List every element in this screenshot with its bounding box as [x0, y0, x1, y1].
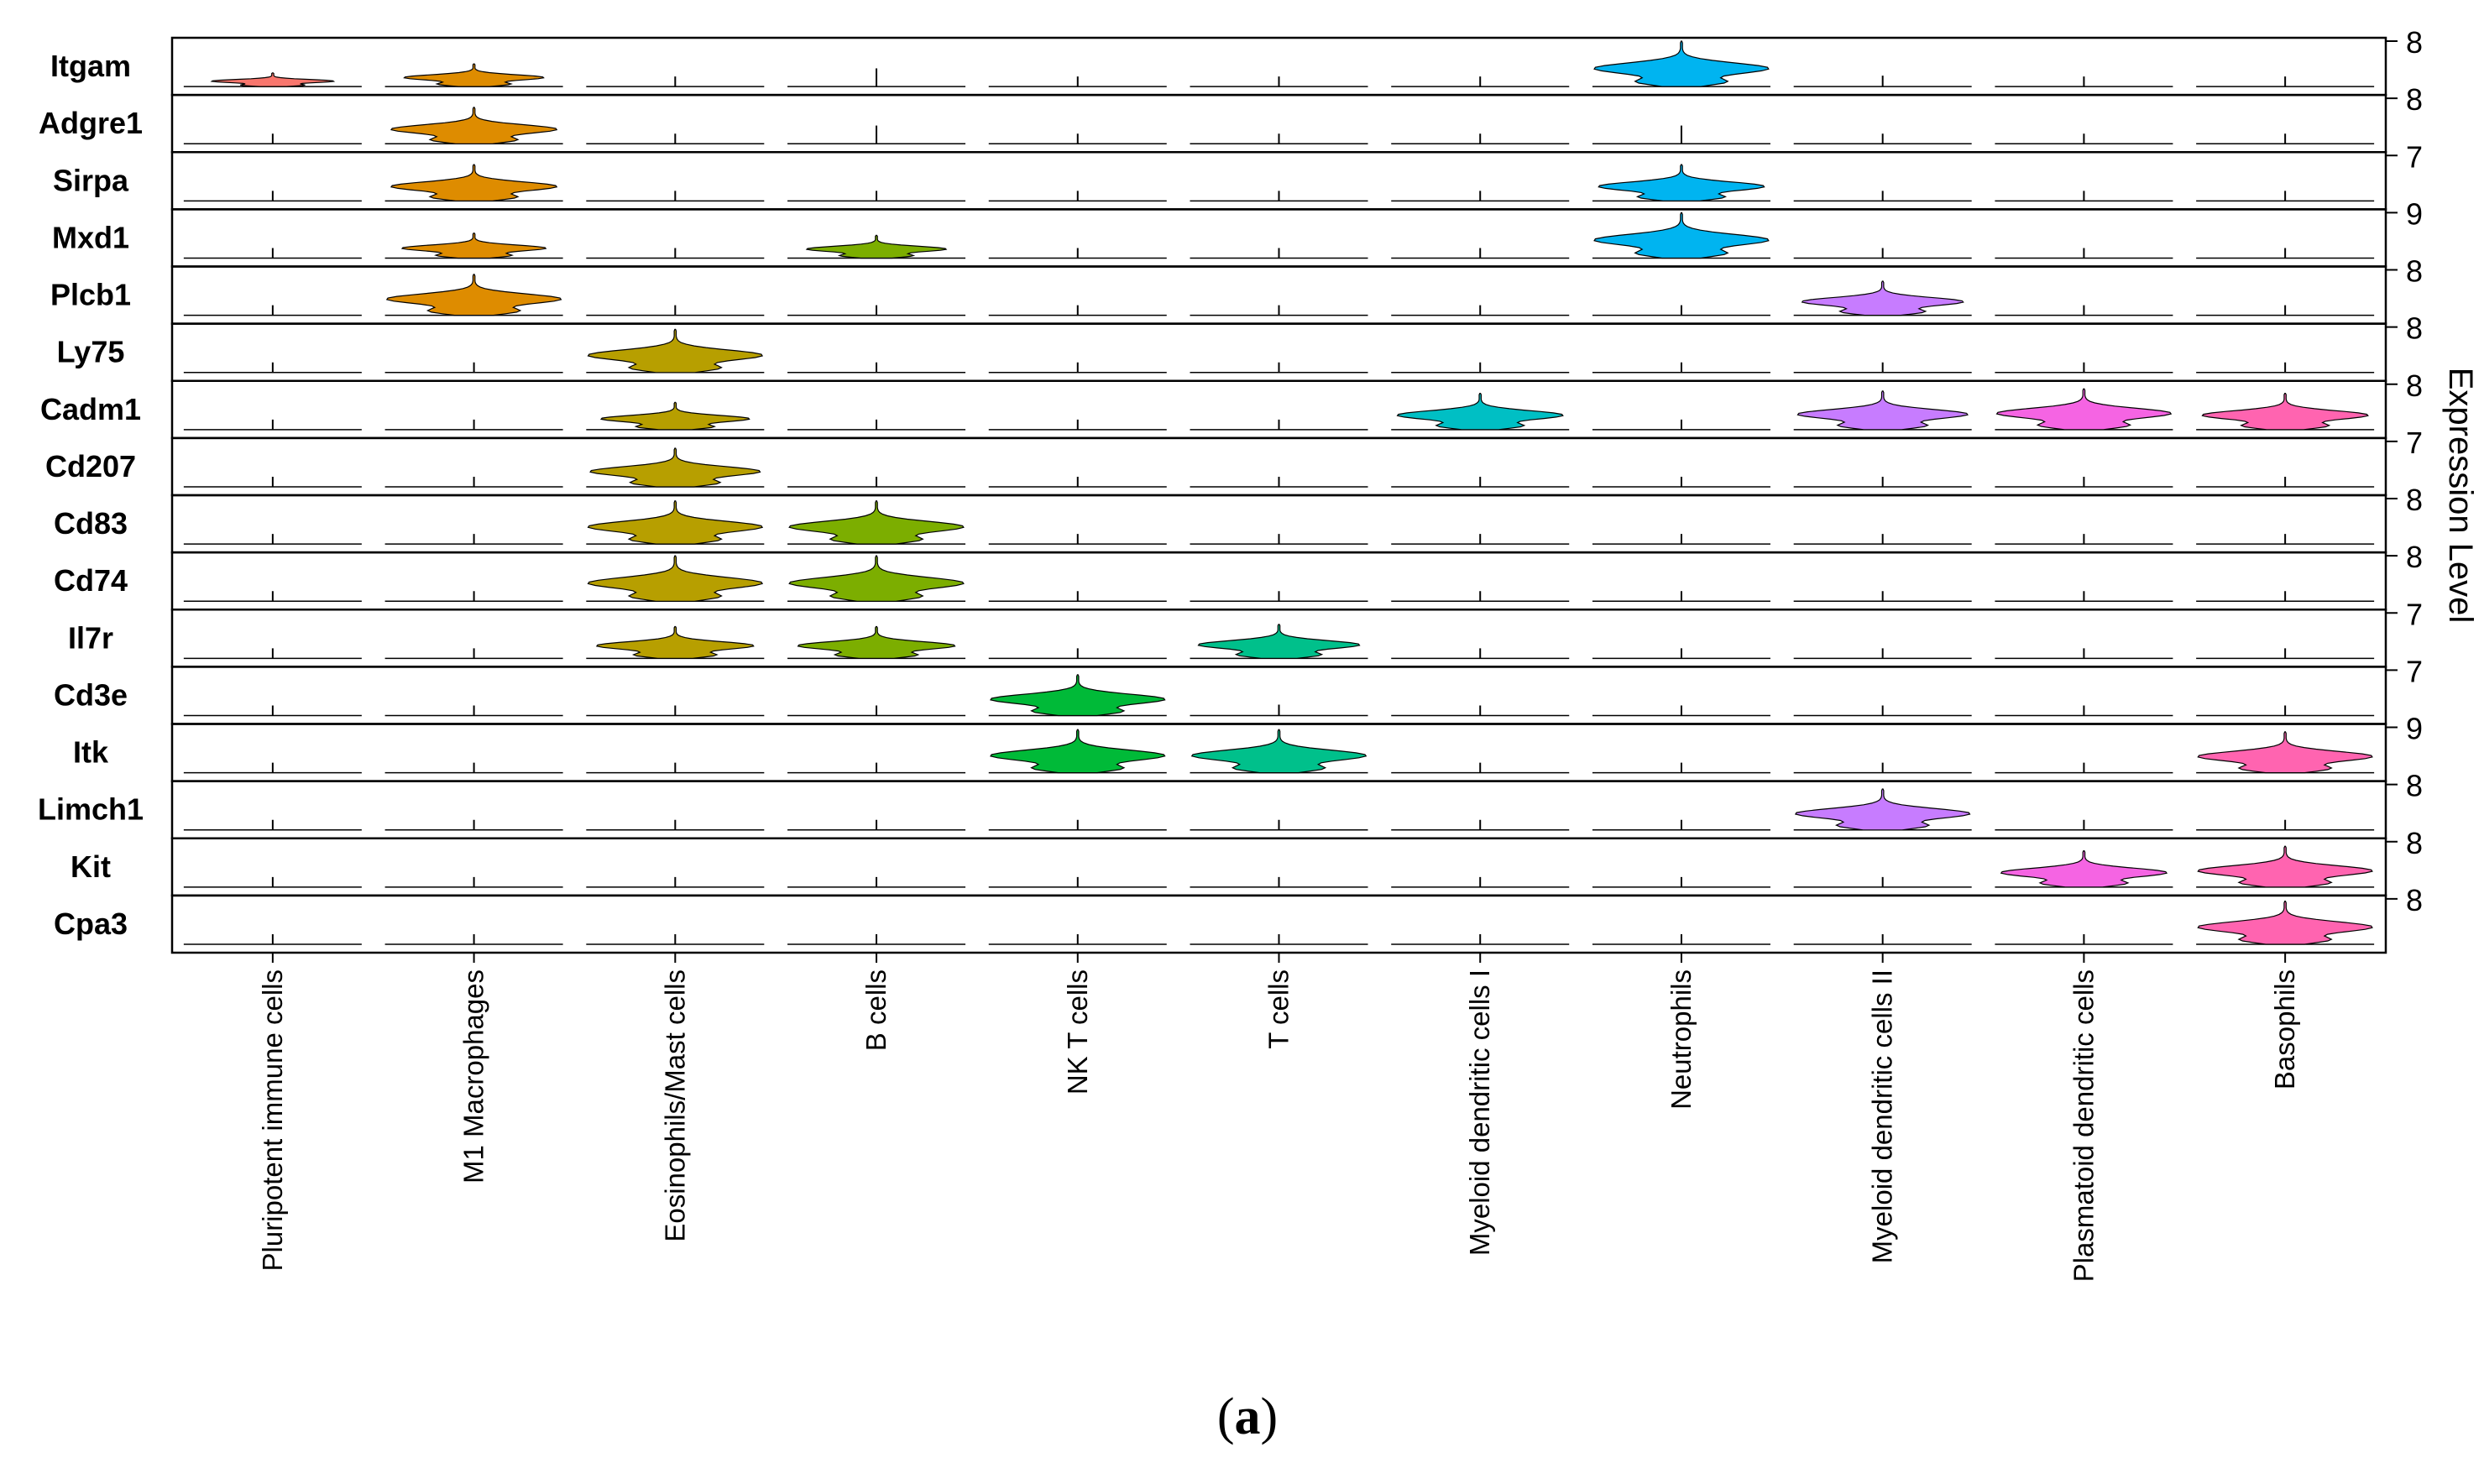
gene-label-cd74: Cd74	[54, 563, 128, 598]
right-tick-label: 8	[2406, 254, 2423, 289]
right-tick-label: 7	[2406, 654, 2423, 688]
gene-row-cd207	[170, 436, 2387, 497]
category-label-1: M1 Macrophages	[458, 969, 489, 1184]
right-tick-label: 7	[2406, 426, 2423, 460]
category-label-10: Basophils	[2269, 969, 2300, 1089]
violin-panels	[170, 36, 2387, 954]
right-tick-label: 7	[2406, 139, 2423, 174]
category-label-6: Myeloid dendritic cells I	[1464, 969, 1495, 1256]
violin-sirpa-7	[1598, 164, 1765, 201]
violin-mxd1-1	[400, 233, 547, 259]
right-axis-ticks: 8 8 7 9 8 8 8 7 8 8 7 7 9 8 8 8	[2386, 25, 2423, 917]
gene-label-adgre1: Adgre1	[39, 106, 143, 140]
violin-cd74-2	[587, 555, 764, 602]
gene-row-limch1	[170, 780, 2387, 839]
violin-sirpa-1	[390, 164, 558, 201]
category-label-4: NK T cells	[1062, 969, 1093, 1095]
gene-label-kit: Kit	[71, 849, 111, 884]
category-label-7: Neutrophils	[1666, 969, 1697, 1110]
violin-il7r-2	[595, 625, 755, 659]
category-label-3: B cells	[860, 969, 892, 1051]
violin-itk-5	[1190, 729, 1368, 774]
gene-label-cd3e: Cd3e	[54, 677, 128, 712]
gene-row-cd3e	[170, 666, 2387, 725]
gene-row-ly75	[170, 322, 2387, 382]
violin-mxd1-3	[805, 234, 948, 259]
category-label-5: T cells	[1263, 969, 1294, 1049]
gene-row-adgre1	[170, 93, 2387, 154]
violin-kit-9	[2000, 850, 2168, 888]
violin-cadm1-2	[599, 401, 750, 431]
gene-row-cadm1	[170, 379, 2387, 440]
violin-cadm1-9	[1995, 388, 2173, 431]
right-tick-label: 8	[2406, 883, 2423, 917]
gene-row-cd74	[170, 551, 2387, 611]
gene-label-limch1: Limch1	[38, 792, 144, 827]
violin-cadm1-6	[1396, 393, 1564, 431]
gene-label-cadm1: Cadm1	[40, 392, 141, 426]
gene-label-il7r: Il7r	[68, 620, 113, 655]
right-tick-label: 9	[2406, 712, 2423, 746]
violin-itk-4	[990, 729, 1166, 774]
gene-row-sirpa	[170, 151, 2387, 211]
category-labels: Pluripotent immune cells M1 Macrophages Eo…	[257, 953, 2300, 1282]
gene-label-cpa3: Cpa3	[54, 907, 128, 941]
violin-cd3e-4	[990, 674, 1166, 717]
gene-label-plcb1: Plcb1	[50, 278, 131, 312]
category-label-9: Plasmatoid dendritic cells	[2068, 969, 2099, 1282]
violin-cd74-3	[788, 555, 965, 602]
right-tick-label: 7	[2406, 597, 2423, 631]
gene-row-plcb1	[170, 265, 2387, 325]
gene-label-itgam: Itgam	[50, 49, 131, 83]
gene-row-mxd1	[170, 208, 2387, 268]
violin-cadm1-8	[1796, 390, 1969, 431]
gene-row-cpa3	[170, 894, 2387, 954]
violin-cd207-2	[589, 447, 761, 488]
gene-label-ly75: Ly75	[57, 335, 125, 369]
category-label-0: Pluripotent immune cells	[257, 969, 288, 1272]
figure-caption: (a)	[1217, 1388, 1278, 1445]
violin-itgam-7	[1593, 40, 1770, 87]
violin-itk-10	[2197, 731, 2373, 774]
gene-row-il7r	[170, 609, 2387, 668]
violin-ly75-2	[587, 328, 764, 374]
right-axis-title: Expression Level	[2442, 368, 2479, 624]
right-tick-label: 8	[2406, 826, 2423, 860]
right-tick-label: 8	[2406, 769, 2423, 803]
right-tick-label: 9	[2406, 196, 2423, 231]
violin-mxd1-7	[1593, 212, 1770, 259]
violin-adgre1-1	[390, 107, 558, 144]
violin-plcb1-1	[385, 274, 562, 316]
gene-label-cd83: Cd83	[54, 506, 128, 541]
violin-cpa3-10	[2197, 901, 2373, 945]
gene-label-itk: Itk	[73, 735, 109, 770]
violin-cadm1-10	[2201, 393, 2369, 431]
right-tick-label: 8	[2406, 540, 2423, 574]
gene-row-itgam	[170, 36, 2387, 97]
violin-cd83-3	[788, 500, 965, 545]
gene-label-cd207: Cd207	[45, 449, 136, 483]
right-tick-label: 8	[2406, 311, 2423, 346]
violin-plcb1-8	[1801, 280, 1964, 316]
right-tick-label: 8	[2406, 82, 2423, 117]
right-tick-label: 8	[2406, 25, 2423, 60]
right-tick-label: 8	[2406, 368, 2423, 403]
category-label-2: Eosinophils/Mast cells	[659, 969, 690, 1242]
right-tick-label: 8	[2406, 483, 2423, 517]
gene-labels: Itgam Adgre1 Sirpa Mxd1 Plcb1 Ly75 Cadm1 Cd207 C…	[38, 49, 144, 941]
violin-il7r-5	[1197, 624, 1361, 659]
violin-kit-10	[2197, 845, 2373, 888]
violin-il7r-3	[797, 625, 956, 659]
gene-label-mxd1: Mxd1	[52, 220, 129, 254]
violin-cd83-2	[587, 500, 764, 545]
violin-itgam-0	[210, 72, 336, 87]
category-label-8: Myeloid dendritic cells II	[1867, 969, 1898, 1263]
violin-itgam-1	[403, 63, 545, 87]
gene-label-sirpa: Sirpa	[53, 163, 129, 197]
gene-row-itk	[170, 723, 2387, 782]
gene-row-cd83	[170, 494, 2387, 554]
violin-limch1-8	[1794, 788, 1971, 831]
gene-row-kit	[170, 837, 2387, 897]
